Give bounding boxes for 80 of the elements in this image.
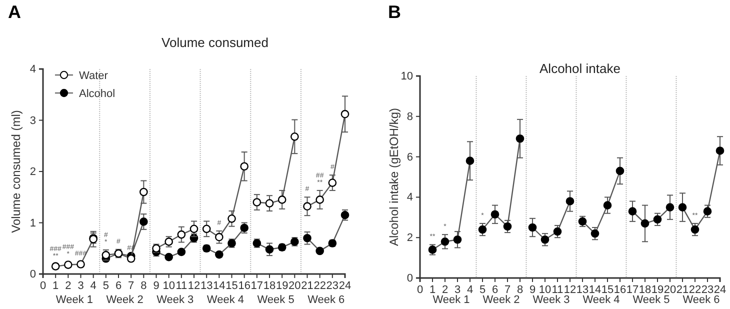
text: A [8,2,21,22]
x-tick-label: 4 [90,280,96,292]
x-tick-label: 12 [188,280,200,292]
legend-label: Water [79,70,108,82]
y-tick-label: 2 [406,232,413,244]
text: B [388,2,401,22]
x-tick-label: 16 [614,284,626,296]
y-tick-label: 1 [30,217,36,230]
text: Week 5 [257,294,294,306]
chart-title: Alcohol intake [540,61,620,76]
y-tick-label: 10 [400,70,413,83]
x-tick-label: 22 [314,280,326,292]
text: Week 4 [206,294,244,306]
y-tick-label: 3 [30,114,36,127]
x-tick-label: 5 [102,280,109,292]
text: Week 2 [482,294,520,306]
x-tick-label: 7 [128,280,134,292]
x-tick-label: 17 [250,280,264,292]
y-tick-label: 4 [30,64,36,76]
x-tick-label: 15 [601,284,614,296]
x-tick-label: 23 [326,280,339,292]
x-tick-label: 16 [238,280,250,292]
chart-title: Volume consumed [162,35,268,50]
y-tick-label: 4 [406,192,413,204]
x-tick-label: 8 [516,284,524,296]
x-tick-label: 18 [263,280,276,292]
x-tick-label: 6 [492,284,498,296]
x-tick-label: 9 [529,284,536,296]
text: Week 3 [156,294,194,306]
x-tick-label: 24 [714,284,726,296]
text: Week 6 [682,294,720,306]
x-tick-label: 7 [504,284,511,296]
x-tick-label: 21 [301,280,314,292]
x-tick-label: 19 [651,284,664,296]
x-tick-label: 0 [416,284,424,296]
x-tick-label: 11 [552,284,564,296]
x-tick-label: 2 [442,284,448,296]
text: Week 4 [582,294,620,306]
text: Week 2 [106,294,144,306]
x-tick-label: 9 [153,280,160,292]
x-tick-label: 1 [429,284,436,296]
text: Week 1 [432,294,470,306]
x-tick-label: 21 [676,284,689,296]
x-tick-label: 20 [288,280,301,292]
y-tick-label: 6 [406,151,413,164]
text: Week 5 [632,294,670,306]
legend-label: Alcohol [79,88,116,100]
y-axis-title: Alcohol intake (gEtOH/kg) [387,108,401,246]
x-tick-label: 5 [479,284,486,296]
x-tick-label: 1 [52,280,59,292]
y-tick-label: 8 [406,110,413,123]
text: Week 6 [308,294,345,306]
x-tick-label: 10 [538,284,552,296]
x-tick-label: 13 [576,284,589,296]
x-tick-label: 3 [78,280,84,292]
x-tick-label: 24 [338,280,352,292]
x-tick-label: 3 [454,284,461,296]
x-tick-label: 4 [466,284,474,296]
y-axis-title: Volume consumed (ml) [9,110,23,233]
x-tick-label: 8 [140,280,147,292]
y-tick-label: 0 [30,268,36,281]
y-tick-label: 2 [30,166,36,178]
x-tick-label: 12 [564,284,576,296]
x-tick-label: 23 [701,284,714,296]
x-tick-label: 10 [162,280,175,292]
x-tick-label: 2 [65,280,72,292]
x-tick-label: 20 [664,284,676,296]
x-tick-label: 13 [200,280,213,292]
x-tick-label: 14 [213,280,226,292]
text: Week 3 [532,294,570,306]
x-tick-label: 22 [688,284,702,296]
x-tick-label: 6 [115,280,122,292]
x-tick-label: 19 [276,280,288,292]
x-tick-label: 15 [226,280,238,292]
x-tick-label: 17 [626,284,639,296]
text: Week 1 [56,294,94,306]
x-tick-label: 11 [176,280,188,292]
x-tick-label: 14 [588,284,602,296]
x-tick-label: 18 [638,284,652,296]
x-tick-label: 0 [40,280,46,292]
